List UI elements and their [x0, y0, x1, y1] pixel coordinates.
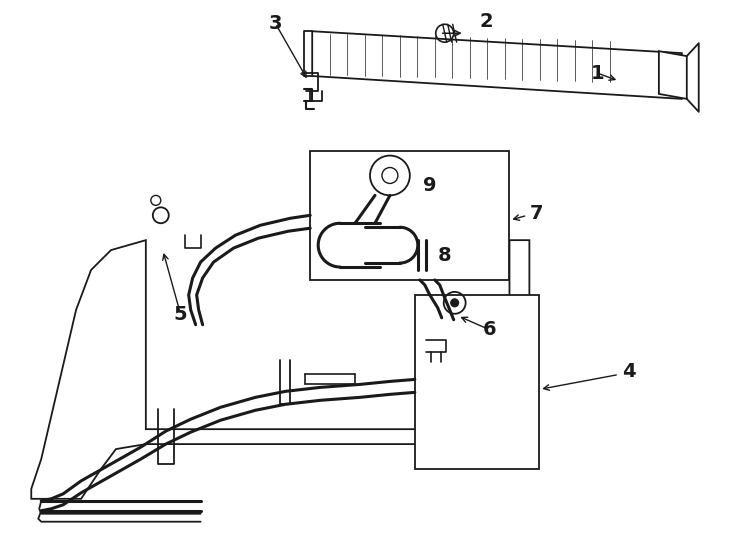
Text: 1: 1: [590, 64, 604, 83]
Bar: [415, 295, 539, 469]
Text: 5: 5: [174, 305, 187, 324]
Text: 6: 6: [483, 320, 496, 339]
Polygon shape: [659, 51, 687, 99]
Bar: [310, 151, 509, 280]
Polygon shape: [32, 240, 529, 499]
Text: 4: 4: [622, 362, 636, 381]
Text: 7: 7: [530, 204, 543, 223]
Text: 8: 8: [438, 246, 451, 265]
Circle shape: [451, 299, 459, 307]
Text: 3: 3: [269, 14, 282, 33]
Polygon shape: [312, 31, 682, 99]
Text: 9: 9: [423, 176, 437, 195]
Text: 2: 2: [480, 12, 493, 31]
